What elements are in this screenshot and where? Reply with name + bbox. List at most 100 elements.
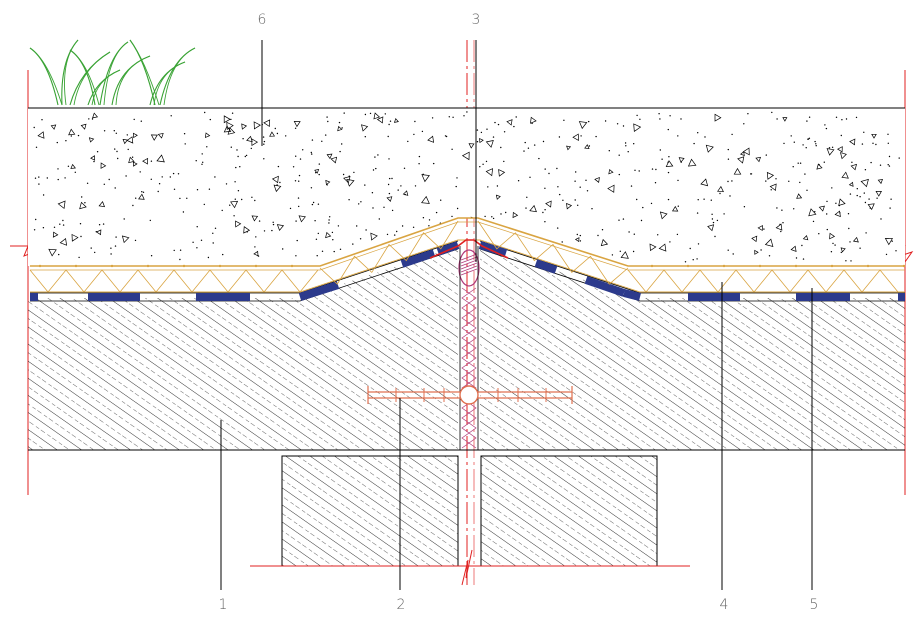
insulation-node	[182, 264, 186, 268]
soil-aggregate	[235, 220, 242, 228]
soil-dot	[343, 112, 345, 114]
soil-dot	[321, 250, 324, 252]
soil-aggregate	[142, 157, 149, 165]
insulation-node	[110, 264, 114, 268]
soil-dot	[562, 199, 564, 201]
soil-dot	[667, 198, 670, 201]
soil-dot	[391, 209, 394, 212]
soil-aggregate	[751, 235, 758, 243]
soil-dot	[855, 116, 858, 119]
soil-dot	[574, 199, 576, 201]
soil-aggregate	[513, 246, 520, 253]
soil-dot	[127, 148, 129, 151]
soil-dot	[389, 120, 392, 122]
soil-dot	[677, 179, 679, 182]
soil-dot	[38, 176, 40, 178]
soil-dot	[455, 185, 457, 188]
soil-dot	[110, 253, 112, 255]
soil-dot	[712, 221, 715, 224]
soil-dot	[209, 118, 211, 121]
soil-dot	[387, 135, 389, 138]
soil-dot	[80, 235, 82, 238]
soil-dot	[689, 247, 691, 250]
insulation-node	[146, 264, 150, 268]
insulation-truss	[477, 220, 629, 285]
soil-dot	[179, 197, 181, 200]
waterproof-membrane	[30, 240, 905, 302]
soil-dot	[279, 181, 281, 184]
soil-dot	[65, 140, 67, 142]
soil-aggregate	[343, 176, 351, 184]
soil-aggregate	[150, 134, 158, 141]
soil-dot	[872, 142, 874, 144]
soil-dot	[850, 260, 852, 262]
soil-dot	[115, 132, 118, 134]
soil-dot	[875, 143, 877, 146]
soil-aggregate	[95, 229, 102, 236]
soil-layer-outline	[28, 108, 905, 266]
soil-dot	[561, 241, 563, 243]
soil-dot	[697, 243, 700, 245]
soil-dot	[841, 119, 843, 121]
soil-dot	[891, 240, 893, 242]
grass-blade	[103, 41, 129, 106]
soil-dot	[496, 185, 499, 187]
soil-dot	[298, 174, 301, 177]
soil-aggregate	[649, 243, 657, 252]
soil-dot	[342, 173, 345, 176]
soil-dot	[58, 253, 60, 256]
soil-dot	[849, 241, 851, 243]
soil-dot	[480, 131, 483, 134]
soil-dot	[371, 192, 374, 194]
soil-aggregate	[337, 125, 343, 132]
soil-dot	[237, 155, 239, 158]
membrane-patch	[688, 293, 740, 301]
soil-dot	[579, 186, 581, 188]
soil-aggregate	[126, 136, 134, 144]
soil-dot	[824, 124, 826, 126]
soil-aggregate	[298, 215, 306, 223]
soil-dot	[353, 171, 355, 174]
soil-dot	[418, 155, 421, 158]
soil-aggregate	[485, 140, 494, 148]
soil-aggregate	[393, 118, 399, 123]
soil-dot	[729, 195, 731, 197]
soil-aggregate	[293, 121, 301, 128]
membrane-patch	[534, 259, 558, 274]
soil-aggregate	[671, 205, 679, 212]
soil-dot	[201, 163, 203, 165]
soil-dot	[202, 161, 204, 163]
insulation-node	[722, 264, 726, 268]
soil-dot	[801, 244, 803, 247]
soil-dot	[588, 120, 590, 123]
soil-dot	[294, 127, 297, 129]
soil-dot	[407, 140, 409, 143]
soil-dot	[310, 151, 312, 154]
slab-right-hatch2	[480, 246, 905, 450]
soil-dot	[826, 200, 828, 203]
soil-dot	[440, 199, 442, 201]
soil-dot	[177, 173, 180, 175]
soil-aggregate	[132, 161, 138, 167]
soil-dot	[711, 213, 713, 215]
membrane-patch	[30, 293, 38, 301]
soil-dot	[634, 169, 636, 171]
soil-aggregate	[705, 144, 714, 153]
backer-rod	[458, 249, 480, 287]
soil-dot	[880, 218, 882, 220]
soil-dot	[169, 176, 171, 178]
soil-dot	[544, 209, 546, 211]
soil-dot	[654, 182, 657, 184]
soil-dot	[296, 239, 298, 242]
soil-aggregate	[700, 178, 709, 187]
backer-rod-hatch	[460, 259, 478, 267]
soil-dot	[150, 178, 152, 180]
soil-aggregate	[620, 251, 629, 259]
soil-dot	[272, 223, 275, 226]
soil-dot	[431, 117, 434, 119]
soil-dot	[184, 143, 186, 145]
soil-dot	[356, 225, 358, 227]
soil-dot	[289, 207, 292, 210]
soil-aggregate	[468, 143, 475, 149]
soil-dot	[595, 135, 597, 138]
